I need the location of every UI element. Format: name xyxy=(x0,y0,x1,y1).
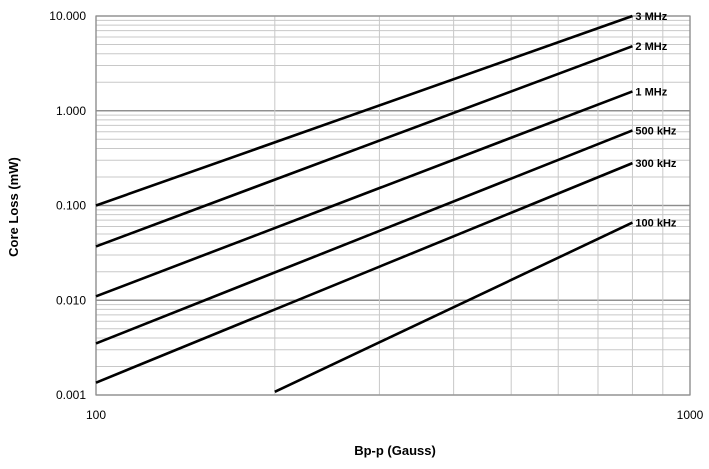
x-tick-label: 100 xyxy=(86,408,106,422)
series-label: 2 MHz xyxy=(635,41,667,53)
series-line xyxy=(274,221,633,394)
tick-labels: 0.001 0.010 0.100 1.000 10.000 100 1000 xyxy=(49,9,703,422)
series-label: 100 kHz xyxy=(635,218,676,230)
series-line xyxy=(95,161,633,384)
series-label: 1 MHz xyxy=(635,86,667,98)
grid xyxy=(95,15,691,396)
y-tick-label: 1.000 xyxy=(56,104,86,118)
x-tick-label: 1000 xyxy=(677,408,704,422)
y-axis-title: Core Loss (mW) xyxy=(6,157,21,257)
y-tick-label: 0.010 xyxy=(56,293,86,307)
y-tick-label: 10.000 xyxy=(49,9,86,23)
x-axis-title: Bp-p (Gauss) xyxy=(354,443,436,458)
series-labels: 3 MHz 2 MHz 1 MHz 500 kHz 300 kHz 100 kHz xyxy=(635,11,676,230)
series-line xyxy=(95,129,633,345)
series-line xyxy=(95,14,633,207)
y-tick-label: 0.001 xyxy=(56,388,86,402)
series-label: 300 kHz xyxy=(635,158,676,170)
series-label: 3 MHz xyxy=(635,11,667,23)
y-tick-label: 0.100 xyxy=(56,199,86,213)
series-lines xyxy=(95,14,633,394)
series-line xyxy=(95,90,633,298)
series-label: 500 kHz xyxy=(635,125,676,137)
series-line xyxy=(95,44,633,248)
